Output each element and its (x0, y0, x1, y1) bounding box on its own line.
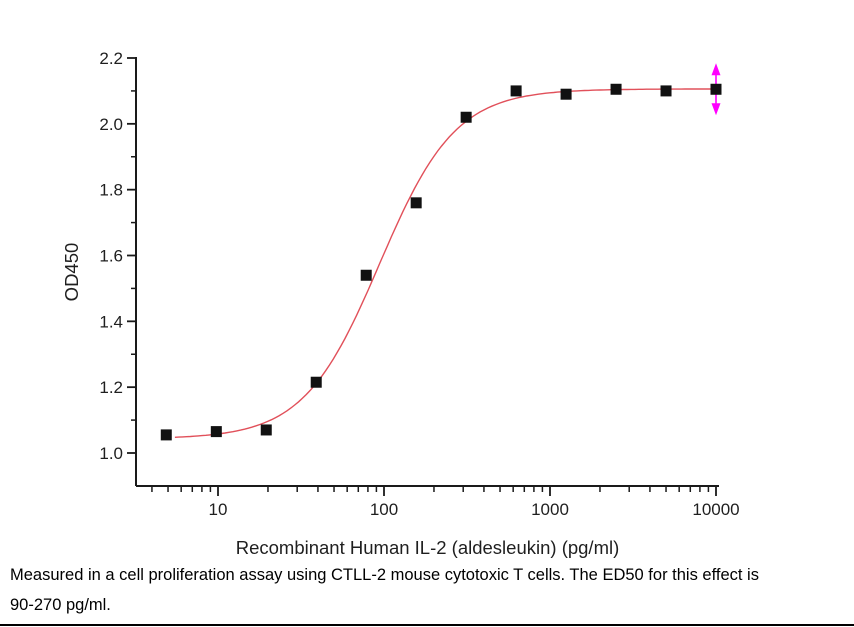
y-tick-label: 1.2 (99, 378, 123, 397)
fit-curve (174, 88, 716, 438)
x-tick-label: 10 (209, 500, 228, 519)
y-tick-label: 2.2 (99, 49, 123, 68)
y-tick-label: 1.8 (99, 181, 123, 200)
y-tick-label: 1.6 (99, 246, 123, 265)
range-arrow-head-up (711, 63, 721, 76)
data-point (360, 269, 372, 281)
caption-line-1: Measured in a cell proliferation assay u… (10, 566, 759, 584)
data-point (310, 376, 322, 388)
x-tick-label: 100 (370, 500, 398, 519)
range-arrow-head-down (711, 103, 721, 116)
data-point (660, 85, 672, 97)
data-point (410, 197, 422, 209)
y-tick-label: 1.4 (99, 312, 123, 331)
dose-response-chart: 10 100 1000 10000 1.0 1.2 1.4 1.6 1.8 2.0 2.2 Recom… (61, 49, 740, 558)
x-axis-title: Recombinant Human IL-2 (aldesleukin) (pg… (236, 537, 620, 558)
data-point (260, 424, 272, 436)
x-tick-label: 1000 (531, 500, 569, 519)
y-tick-label: 1.0 (99, 444, 123, 463)
data-point (610, 83, 622, 95)
y-tick-label: 2.0 (99, 115, 123, 134)
data-point (460, 111, 472, 123)
data-point (560, 88, 572, 100)
data-point (210, 426, 222, 438)
bottom-divider (0, 624, 854, 626)
data-point (510, 85, 522, 97)
x-tick-label: 10000 (692, 500, 739, 519)
y-axis-title: OD450 (61, 243, 82, 302)
figure-caption: Measured in a cell proliferation assay u… (10, 560, 848, 620)
caption-line-2: 90-270 pg/ml. (10, 596, 111, 614)
data-point (160, 429, 172, 441)
data-point (710, 83, 722, 95)
